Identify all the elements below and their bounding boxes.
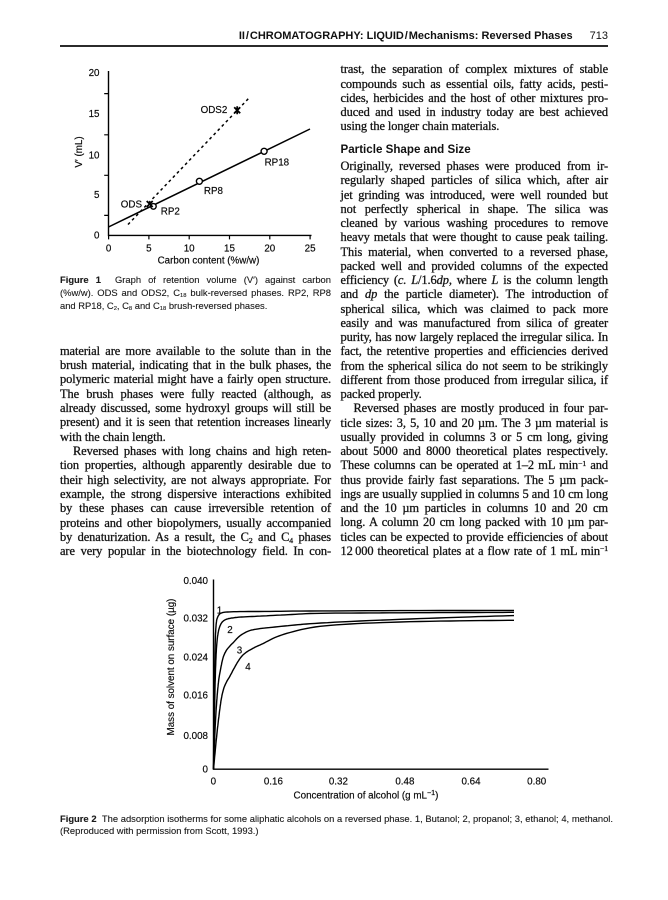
svg-text:5: 5: [146, 243, 152, 254]
svg-text:3: 3: [237, 646, 243, 657]
svg-text:RP2: RP2: [161, 206, 180, 217]
svg-text:0.024: 0.024: [183, 653, 208, 664]
svg-text:0: 0: [211, 777, 217, 788]
svg-text:RP18: RP18: [265, 157, 290, 168]
svg-text:Concentration of alcohol (g mL: Concentration of alcohol (g mL−1): [294, 788, 439, 802]
svg-text:10: 10: [89, 150, 100, 161]
svg-text:5: 5: [94, 190, 100, 201]
svg-text:10: 10: [184, 243, 195, 254]
svg-text:0.008: 0.008: [183, 731, 208, 742]
svg-text:20: 20: [264, 243, 275, 254]
svg-text:Mass of solvent on surface (µg: Mass of solvent on surface (µg): [166, 599, 177, 736]
svg-text:0.32: 0.32: [329, 777, 348, 788]
svg-text:0: 0: [94, 230, 100, 241]
svg-text:0.16: 0.16: [264, 777, 284, 788]
svg-text:ODS: ODS: [121, 200, 143, 211]
svg-text:25: 25: [305, 243, 316, 254]
svg-text:2: 2: [227, 625, 232, 636]
svg-text:0.016: 0.016: [183, 691, 208, 702]
svg-text:0: 0: [106, 243, 112, 254]
svg-text:0.040: 0.040: [183, 576, 208, 587]
svg-text:15: 15: [224, 243, 235, 254]
svg-text:RP8: RP8: [204, 186, 224, 197]
svg-text:15: 15: [89, 109, 100, 120]
svg-text:Carbon content (%w/w): Carbon content (%w/w): [158, 256, 260, 267]
svg-text:4: 4: [245, 662, 251, 673]
svg-text:0.48: 0.48: [395, 777, 415, 788]
svg-text:0.80: 0.80: [527, 777, 547, 788]
svg-text:0.64: 0.64: [461, 777, 481, 788]
svg-text:20: 20: [89, 68, 100, 79]
svg-text:ODS2: ODS2: [201, 105, 228, 116]
svg-text:0: 0: [203, 765, 209, 776]
svg-text:1: 1: [217, 606, 222, 617]
svg-text:V′ (mL): V′ (mL): [74, 136, 85, 167]
svg-text:0.032: 0.032: [183, 613, 208, 624]
